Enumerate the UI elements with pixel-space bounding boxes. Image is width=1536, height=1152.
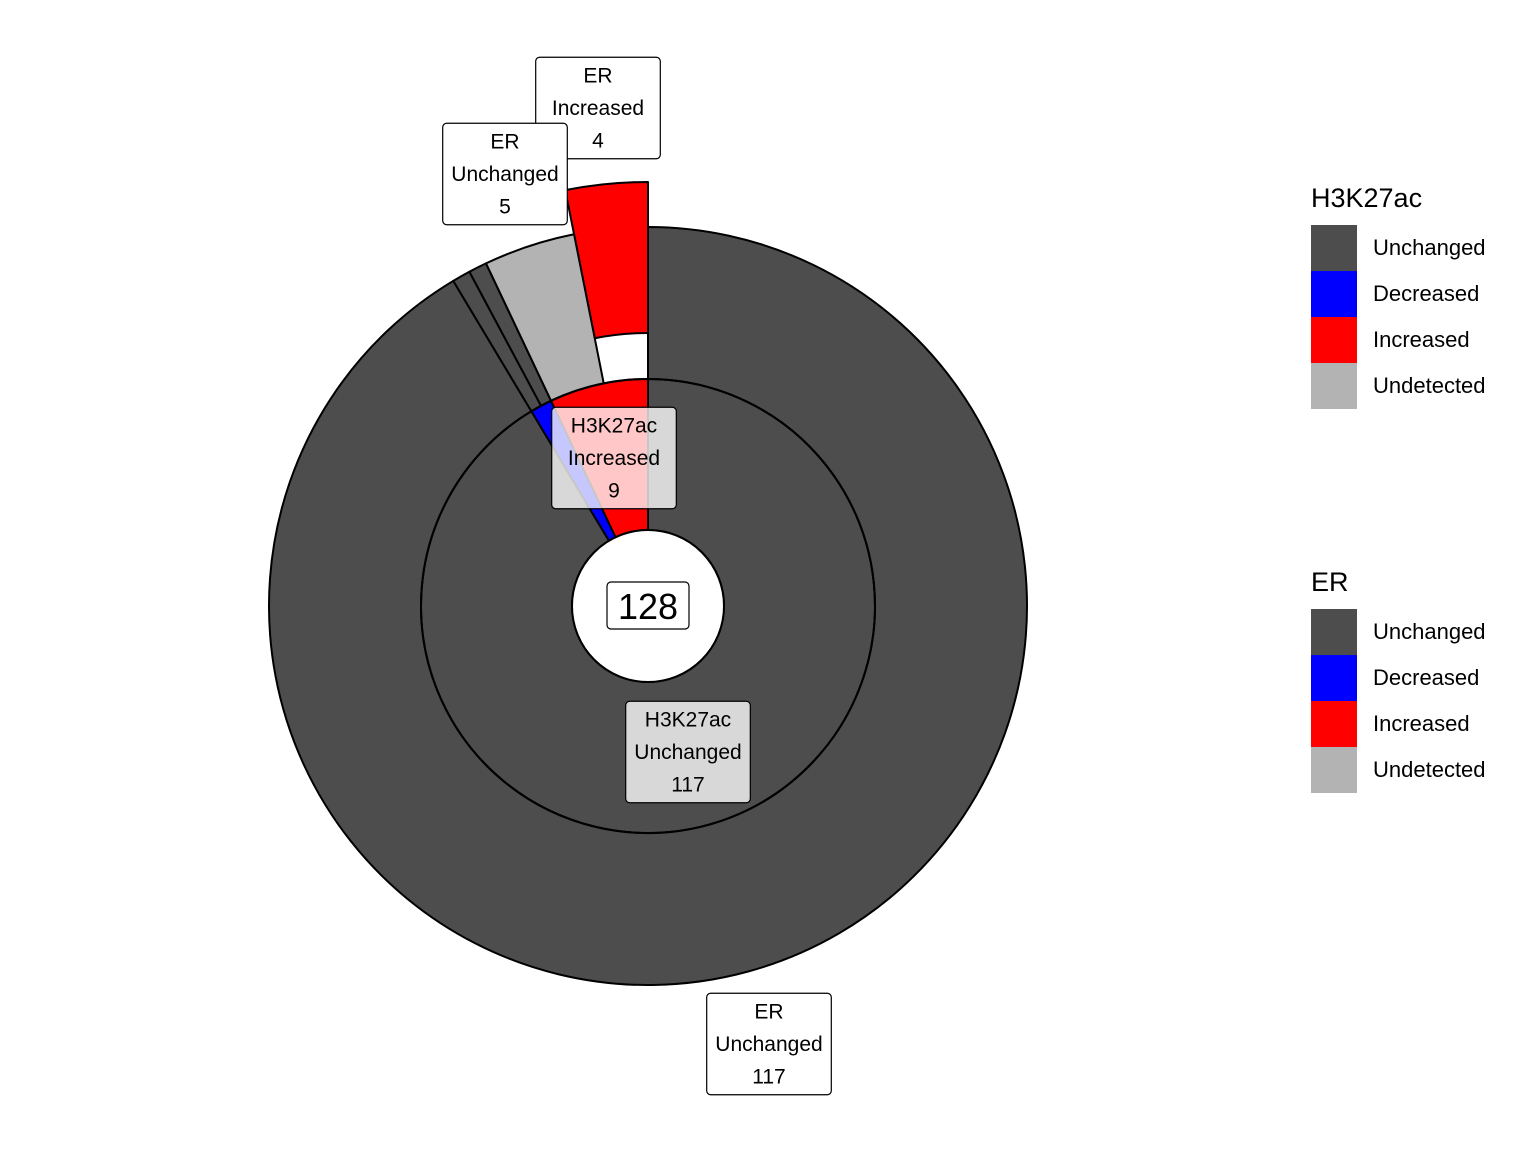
legend-swatch-decreased: [1311, 271, 1357, 317]
chart-labels: H3K27ac Increased 9 H3K27ac Unchanged 117 ER In…: [442, 56, 832, 1096]
segment-label-line: 4: [592, 130, 604, 153]
inner-ring-outline: [420, 378, 876, 834]
legend-swatch-unchanged: [1311, 225, 1357, 271]
segment-label: H3K27ac Unchanged 117: [625, 700, 751, 804]
total-label: 128: [618, 586, 678, 627]
legend-title: ER: [1311, 567, 1349, 597]
segment-label-line: ER: [583, 65, 612, 88]
legend-swatch-unchanged: [1311, 609, 1357, 655]
legend-label: Undetected: [1373, 373, 1486, 398]
segment-label-line: 117: [752, 1066, 785, 1089]
segment-label-line: H3K27ac: [645, 709, 731, 732]
legend-label: Decreased: [1373, 665, 1479, 690]
legend-label: Unchanged: [1373, 235, 1486, 260]
chart-center: 128: [571, 529, 725, 683]
legend-swatch-undetected: [1311, 747, 1357, 793]
legend-swatch-increased: [1311, 317, 1357, 363]
chart-rings: [268, 181, 1028, 986]
legend-swatch-undetected: [1311, 363, 1357, 409]
legend-label: Decreased: [1373, 281, 1479, 306]
segment-label-box: [706, 992, 832, 1096]
segment-label-box: [442, 122, 568, 226]
segment-label-line: Unchanged: [715, 1033, 822, 1056]
segment-label: ER Unchanged 5: [442, 122, 568, 226]
total-label-box: [606, 581, 690, 630]
legend-label: Undetected: [1373, 757, 1486, 782]
segment-label-box: [551, 406, 677, 510]
segment-label-line: Unchanged: [451, 163, 558, 186]
segment-label-line: ER: [490, 131, 519, 154]
segment-label-box: [625, 700, 751, 804]
segment-label-line: H3K27ac: [571, 415, 657, 438]
segment-label: H3K27ac Increased 9: [551, 406, 677, 510]
segment-label-line: Unchanged: [634, 741, 741, 764]
legend-label: Increased: [1373, 327, 1470, 352]
legend-swatch-decreased: [1311, 655, 1357, 701]
segment-label-line: 5: [499, 196, 511, 219]
legend-h3k27ac: H3K27ac Unchanged Decreased Increased Undete…: [1311, 183, 1486, 409]
segment-label-line: 9: [608, 480, 620, 503]
legend-title: H3K27ac: [1311, 183, 1422, 213]
legend-label: Increased: [1373, 711, 1470, 736]
segment-label-line: Increased: [552, 97, 644, 120]
segment-label-line: Increased: [568, 447, 660, 470]
legend-er: ER Unchanged Decreased Increased Undetected: [1311, 567, 1486, 793]
legend-swatch-increased: [1311, 701, 1357, 747]
segment-label-line: ER: [754, 1001, 783, 1024]
segment-label: ER Unchanged 117: [706, 992, 832, 1096]
chart-legends: H3K27ac Unchanged Decreased Increased Undete…: [1311, 183, 1486, 793]
segment-label-line: 117: [671, 774, 704, 797]
legend-label: Unchanged: [1373, 619, 1486, 644]
